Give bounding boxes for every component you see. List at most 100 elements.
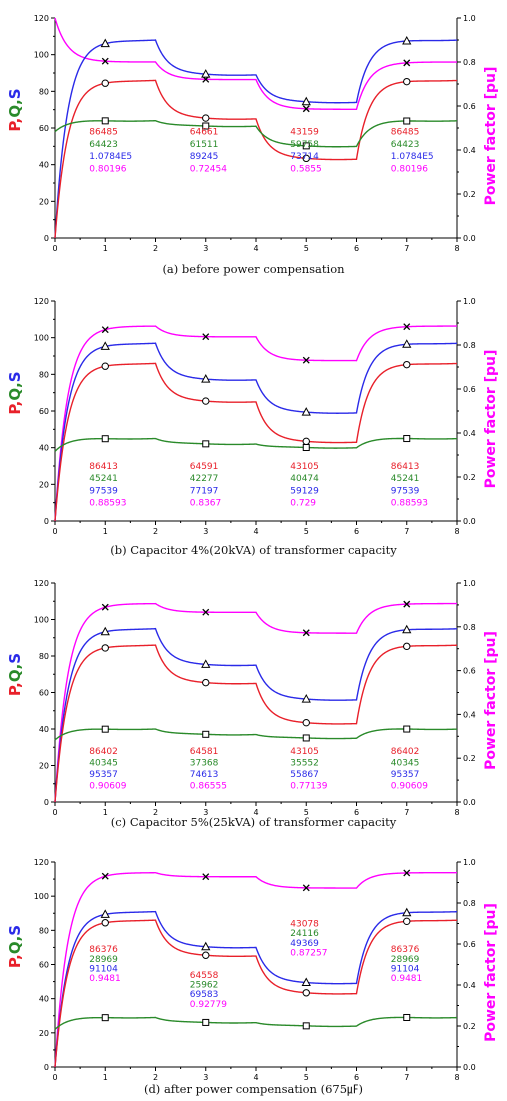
annotation-value: 0.5855 xyxy=(290,164,322,174)
y-left-tick-label: 120 xyxy=(34,858,49,867)
y-right-tick-label: 0.6 xyxy=(463,667,476,676)
x-tick-label: 8 xyxy=(454,244,459,253)
marker-Q xyxy=(302,142,310,150)
y-left-label-part: , xyxy=(6,401,24,407)
x-tick-label: 4 xyxy=(253,1073,258,1082)
series-line-P xyxy=(54,362,458,522)
marker-S xyxy=(301,977,311,987)
annotation-value: 0.80196 xyxy=(89,164,126,174)
y-left-tick-label: 0 xyxy=(44,798,49,807)
y-right-tick-label: 0.8 xyxy=(463,623,476,632)
series-line-P xyxy=(54,919,458,1068)
annotation-value: 43078 xyxy=(290,920,319,930)
x-tick-label: 0 xyxy=(52,244,57,253)
marker-S xyxy=(201,941,211,951)
annotation-value: 64558 xyxy=(190,971,219,981)
x-tick-label: 1 xyxy=(103,808,108,817)
y-left-tick-label: 120 xyxy=(34,579,49,588)
annotation-value: 1.0784E5 xyxy=(391,152,434,162)
marker-S xyxy=(100,626,110,636)
x-tick-label: 5 xyxy=(304,1073,309,1082)
y-left-label-part: Q xyxy=(6,941,24,954)
figure-caption: (a) before power compensation xyxy=(162,262,345,276)
y-right-tick-label: 0.0 xyxy=(463,798,476,807)
y-left-label-part: , xyxy=(6,99,24,105)
annotation-value: 77197 xyxy=(190,486,219,496)
series-line-S xyxy=(54,39,458,239)
y-right-tick-label: 1.0 xyxy=(463,297,476,306)
marker-P xyxy=(403,360,411,369)
y-left-tick-label: 60 xyxy=(39,689,49,698)
y-right-tick-label: 0.0 xyxy=(463,517,476,526)
series-line-Q xyxy=(54,1016,458,1030)
x-tick-label: 0 xyxy=(52,527,57,536)
marker-PF xyxy=(302,884,310,892)
y-left-label-part: , xyxy=(6,954,24,960)
x-tick-label: 3 xyxy=(203,808,208,817)
x-tick-label: 4 xyxy=(253,244,258,253)
y-right-tick-label: 1.0 xyxy=(463,858,476,867)
marker-S xyxy=(402,339,412,348)
y-left-tick-label: 20 xyxy=(39,1029,49,1038)
annotation-value: 86402 xyxy=(391,747,420,757)
annotation-value: 24116 xyxy=(290,929,319,939)
marker-P xyxy=(302,154,310,163)
annotation-value: 40345 xyxy=(89,758,118,768)
y-right-tick-label: 0.6 xyxy=(463,385,476,394)
y-right-tick-label: 1.0 xyxy=(463,14,476,23)
annotation-value: 42277 xyxy=(190,474,219,484)
marker-P xyxy=(202,114,210,122)
x-tick-label: 3 xyxy=(203,527,208,536)
marker-P xyxy=(403,917,411,926)
annotation-value: 0.92779 xyxy=(190,1000,227,1010)
marker-Q xyxy=(302,734,310,742)
annotation-value: 64581 xyxy=(190,747,219,757)
annotation-value: 43105 xyxy=(290,747,319,757)
series-line-P xyxy=(54,79,458,239)
chart-svg: 0 1 2 3 4 5 6 7 80204060801001200.00.20.40.60.81… xyxy=(6,297,499,536)
y-left-label: P,Q,S xyxy=(6,925,24,968)
marker-PF xyxy=(202,873,210,881)
y-right-label: Power factor [pu] xyxy=(483,631,499,770)
y-left-label-part: P xyxy=(6,404,24,415)
annotation-value: 95357 xyxy=(89,770,118,780)
annotation-value: 64661 xyxy=(190,128,219,138)
series-line-PF xyxy=(54,871,457,1068)
annotation-value: 37368 xyxy=(190,758,219,768)
y-left-label-part: Q xyxy=(6,388,24,401)
annotation-value: 59758 xyxy=(290,140,319,150)
y-right-tick-label: 0.4 xyxy=(463,710,476,719)
annotation-value: 97539 xyxy=(391,486,420,496)
y-left-tick-label: 120 xyxy=(34,14,49,23)
marker-PF xyxy=(403,600,411,608)
marker-PF xyxy=(302,629,310,637)
y-right-tick-label: 0.6 xyxy=(463,102,476,111)
x-tick-label: 5 xyxy=(304,244,309,253)
y-left-label-part: S xyxy=(6,925,24,936)
y-left-tick-label: 20 xyxy=(39,762,49,771)
series-line-PF xyxy=(54,325,457,522)
annotation-value: 89245 xyxy=(190,152,219,162)
x-tick-label: 5 xyxy=(304,527,309,536)
marker-P xyxy=(202,678,210,687)
y-left-tick-label: 0 xyxy=(44,234,49,243)
series-line-S xyxy=(54,342,458,522)
x-tick-label: 2 xyxy=(153,244,158,253)
annotation-value: 0.86555 xyxy=(190,782,227,792)
marker-Q xyxy=(302,444,310,452)
y-right-label: Power factor [pu] xyxy=(483,903,499,1042)
y-right-tick-label: 0.8 xyxy=(463,899,476,908)
annotation-value: 97539 xyxy=(89,486,118,496)
annotation-value: 1.0784E5 xyxy=(89,152,132,162)
series-line-PF xyxy=(54,17,457,111)
marker-S xyxy=(100,909,110,918)
y-left-tick-label: 100 xyxy=(34,334,49,343)
marker-Q xyxy=(403,435,411,443)
marker-PF xyxy=(403,323,411,331)
marker-Q xyxy=(202,1018,210,1026)
annotation-value: 45241 xyxy=(391,474,420,484)
y-right-tick-label: 0.2 xyxy=(463,190,476,199)
y-left-tick-label: 40 xyxy=(39,161,49,170)
x-tick-label: 6 xyxy=(354,244,359,253)
y-right-tick-label: 0.2 xyxy=(463,473,476,482)
